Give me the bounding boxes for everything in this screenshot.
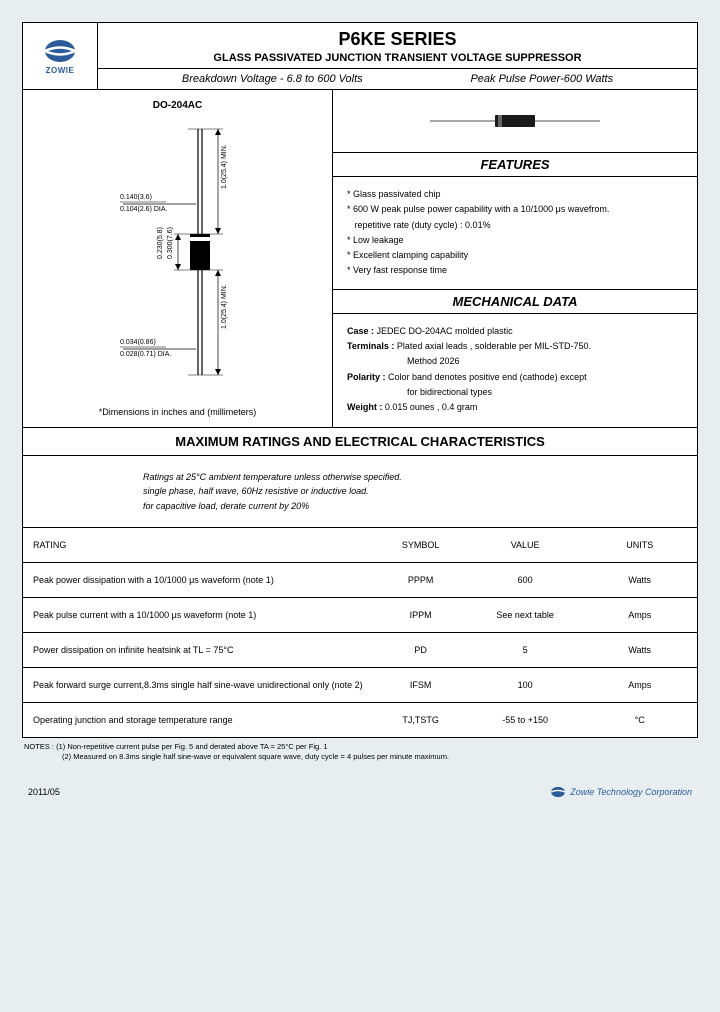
table-row: Peak pulse current with a 10/1000 μs wav… (23, 598, 697, 633)
package-diagram-cell: DO-204AC 1.0(25.4) MIN. (23, 90, 333, 427)
diode-photo-icon (425, 106, 605, 136)
feature-item: * 600 W peak pulse power capability with… (347, 202, 683, 217)
table-row: Peak power dissipation with a 10/1000 μs… (23, 563, 697, 598)
table-row: Power dissipation on infinite heatsink a… (23, 633, 697, 668)
footer-date: 2011/05 (28, 787, 60, 797)
ratings-conditions: Ratings at 25°C ambient temperature unle… (23, 456, 697, 527)
table-row: Operating junction and storage temperatu… (23, 703, 697, 738)
features-header: FEATURES (333, 152, 697, 177)
package-outline-icon: 1.0(25.4) MIN. 1.0(25.4) MIN. 0.140(3.6)… (78, 119, 278, 399)
spec-left: Breakdown Voltage - 6.8 to 600 Volts (182, 73, 363, 85)
svg-text:0.104(2.6) DIA.: 0.104(2.6) DIA. (120, 206, 168, 213)
mid-row: DO-204AC 1.0(25.4) MIN. (23, 90, 697, 427)
dimension-note: *Dimensions in inches and (millimeters) (33, 407, 322, 417)
ratings-table: RATING SYMBOL VALUE UNITS Peak power dis… (23, 527, 697, 737)
brand-logo-small-icon (550, 786, 566, 798)
feature-item: * Very fast response time (347, 263, 683, 278)
col-symbol: SYMBOL (373, 528, 467, 563)
header-row: ZOWIE P6KE SERIES GLASS PASSIVATED JUNCT… (23, 23, 697, 90)
footnotes: NOTES : (1) Non-repetitive current pulse… (22, 738, 698, 762)
feature-item: * Glass passivated chip (347, 187, 683, 202)
footer-company: Zowie Technology Corporation (550, 786, 692, 798)
spec-line: Breakdown Voltage - 6.8 to 600 Volts Pea… (98, 69, 697, 89)
spec-right: Peak Pulse Power-600 Watts (470, 73, 613, 85)
feature-item: * Excellent clamping capability (347, 248, 683, 263)
title-cell: P6KE SERIES GLASS PASSIVATED JUNCTION TR… (98, 23, 697, 89)
brand-logo-cell: ZOWIE (23, 23, 98, 89)
mechanical-header: MECHANICAL DATA (333, 289, 697, 314)
page-footer: 2011/05 Zowie Technology Corporation (22, 762, 698, 798)
mechanical-body: Case : JEDEC DO-204AC molded plastic Ter… (333, 314, 697, 426)
component-photo (333, 90, 697, 152)
table-row: Peak forward surge current,8.3ms single … (23, 668, 697, 703)
svg-text:1.0(25.4) MIN.: 1.0(25.4) MIN. (221, 284, 228, 329)
table-header-row: RATING SYMBOL VALUE UNITS (23, 528, 697, 563)
features-body: * Glass passivated chip * 600 W peak pul… (333, 177, 697, 289)
svg-text:0.300(7.6): 0.300(7.6) (167, 227, 174, 259)
svg-text:0.034(0.86): 0.034(0.86) (120, 339, 156, 346)
series-title: P6KE SERIES (98, 23, 697, 50)
col-rating: RATING (23, 528, 373, 563)
svg-text:0.140(3.6): 0.140(3.6) (120, 194, 152, 201)
feature-item: * Low leakage (347, 233, 683, 248)
col-value: VALUE (468, 528, 583, 563)
right-column: FEATURES * Glass passivated chip * 600 W… (333, 90, 697, 427)
brand-logo-icon (43, 38, 77, 64)
brand-name: ZOWIE (46, 66, 75, 75)
series-subtitle: GLASS PASSIVATED JUNCTION TRANSIENT VOLT… (98, 50, 697, 69)
feature-item: repetitive rate (duty cycle) : 0.01% (347, 218, 683, 233)
svg-text:0.230(5.8): 0.230(5.8) (157, 227, 164, 259)
package-name: DO-204AC (33, 100, 322, 111)
datasheet-frame: ZOWIE P6KE SERIES GLASS PASSIVATED JUNCT… (22, 22, 698, 738)
svg-text:0.028(0.71) DIA.: 0.028(0.71) DIA. (120, 351, 171, 358)
col-units: UNITS (582, 528, 697, 563)
ratings-header: MAXIMUM RATINGS AND ELECTRICAL CHARACTER… (23, 427, 697, 456)
svg-text:1.0(25.4) MIN.: 1.0(25.4) MIN. (221, 144, 228, 189)
